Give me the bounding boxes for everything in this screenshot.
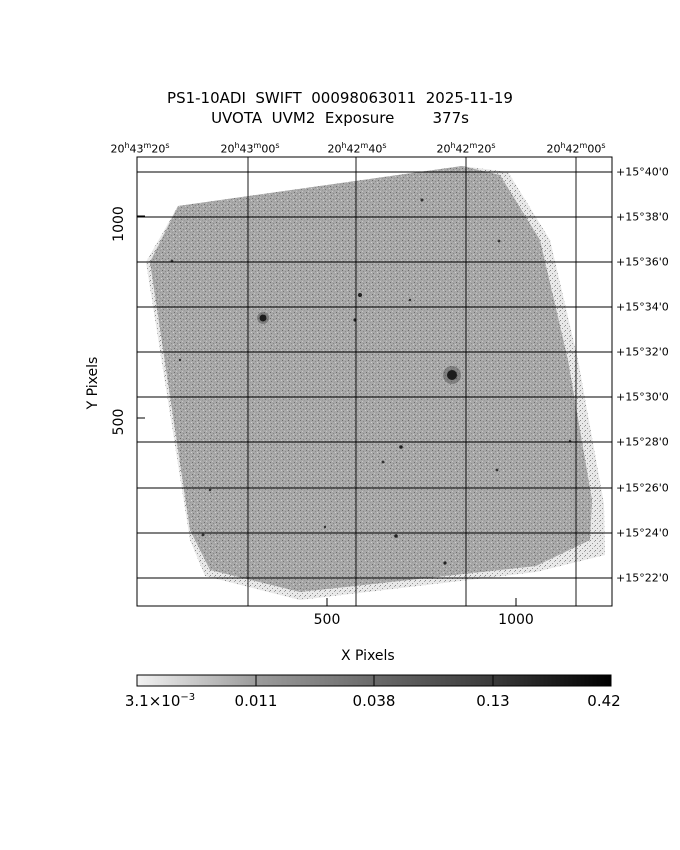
colorbar-label: 0.13 [476, 692, 510, 710]
x-tick-label: 1000 [498, 612, 534, 628]
ra-tick-label: 20h42m20s [436, 141, 496, 156]
ra-tick-label: 20h42m40s [327, 141, 387, 156]
colorbar-label: 3.1×10−3 [124, 692, 196, 710]
ra-tick-label: 20h42m00s [546, 141, 606, 156]
colorbar-ticks [255, 675, 494, 686]
image-title-line1: PS1-10ADI SWIFT 00098063011 2025-11-19 [167, 89, 513, 107]
dec-tick-label: +15°38'0 [616, 210, 669, 224]
coordinate-grid [136, 157, 612, 606]
sources [170, 198, 572, 565]
dec-tick-label: +15°30'0 [616, 390, 669, 404]
dec-tick-label: +15°32'0 [616, 345, 669, 359]
dec-tick-label: +15°24'0 [616, 526, 669, 540]
x-tick-label: 500 [313, 612, 341, 628]
dec-tick-label: +15°34'0 [616, 300, 669, 314]
exposure-footprint [150, 166, 592, 592]
dec-tick-label: +15°26'0 [616, 481, 669, 495]
dec-tick-label: +15°22'0 [616, 571, 669, 585]
image-title-line2: UVOTA UVM2 Exposure 377s [211, 109, 469, 127]
x-axis-title: X Pixels [341, 648, 395, 664]
pixel-ticks [137, 215, 517, 606]
colorbar-label: 0.011 [234, 692, 278, 710]
colorbar-label: 0.038 [352, 692, 396, 710]
y-tick-label: 1000 [111, 206, 127, 242]
y-axis-title: Y Pixels [85, 356, 101, 410]
ra-tick-label: 20h43m00s [220, 141, 280, 156]
dec-tick-label: +15°40'0 [616, 165, 669, 179]
colorbar-label: 0.42 [587, 692, 621, 710]
plot-frame [136, 156, 613, 607]
y-tick-label: 500 [111, 408, 127, 436]
dec-tick-label: +15°28'0 [616, 435, 669, 449]
dec-tick-label: +15°36'0 [616, 255, 669, 269]
ra-tick-label: 20h43m20s [110, 141, 170, 156]
